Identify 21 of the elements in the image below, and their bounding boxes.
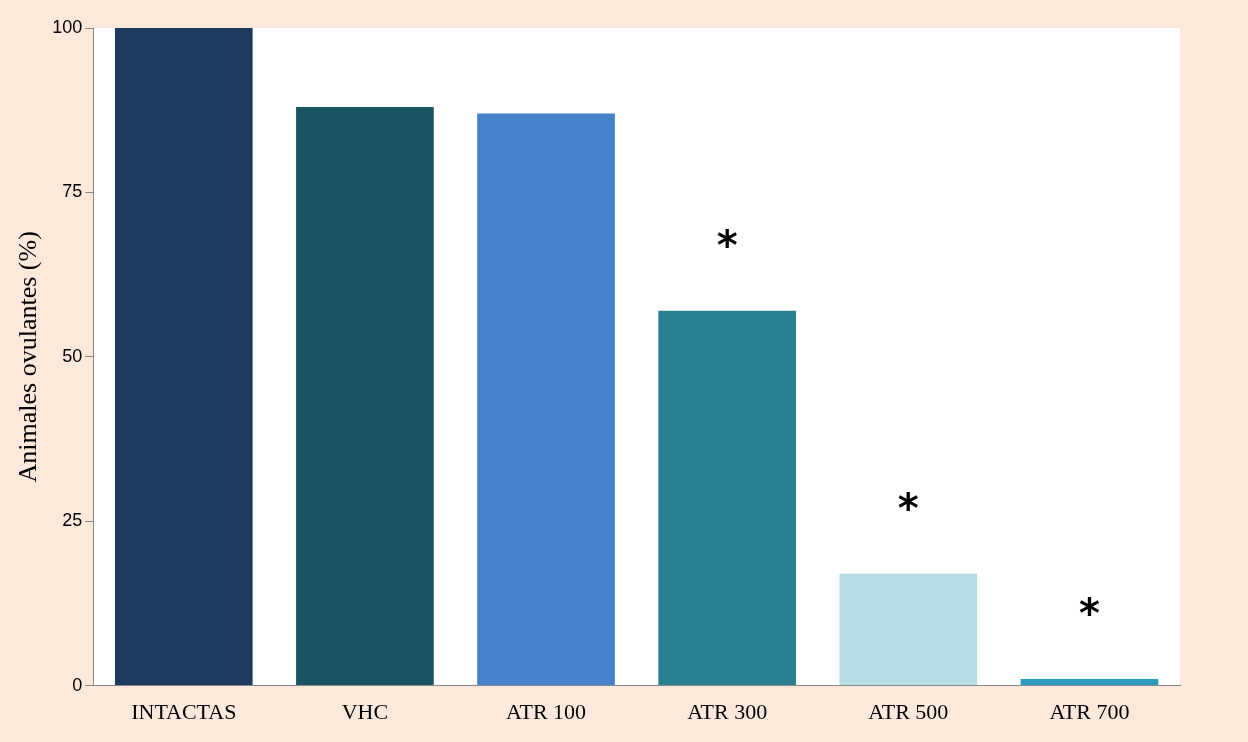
y-tick-label: 100 xyxy=(52,16,83,37)
y-axis-title: Animales ovulantes (%) xyxy=(13,231,43,483)
y-tick-label: 50 xyxy=(62,345,83,366)
x-tick-label: ATR 100 xyxy=(506,698,587,724)
bar xyxy=(296,106,434,686)
bar xyxy=(477,113,615,686)
x-tick-label: ATR 700 xyxy=(1049,698,1130,724)
x-tick-label: ATR 500 xyxy=(868,698,949,724)
x-tick-label: VHC xyxy=(341,698,389,724)
bar xyxy=(1020,679,1159,686)
y-tick-label: 25 xyxy=(62,510,83,531)
y-tick-label: 0 xyxy=(72,674,83,695)
annotation: * xyxy=(716,222,738,269)
annotation: * xyxy=(897,485,919,532)
bar xyxy=(658,310,797,686)
y-tick-label: 75 xyxy=(62,181,83,202)
bar xyxy=(114,28,253,686)
x-tick-label: ATR 300 xyxy=(687,698,768,724)
x-tick-label: INTACTAS xyxy=(131,698,237,724)
annotation: * xyxy=(1078,590,1100,637)
bar xyxy=(839,573,978,686)
